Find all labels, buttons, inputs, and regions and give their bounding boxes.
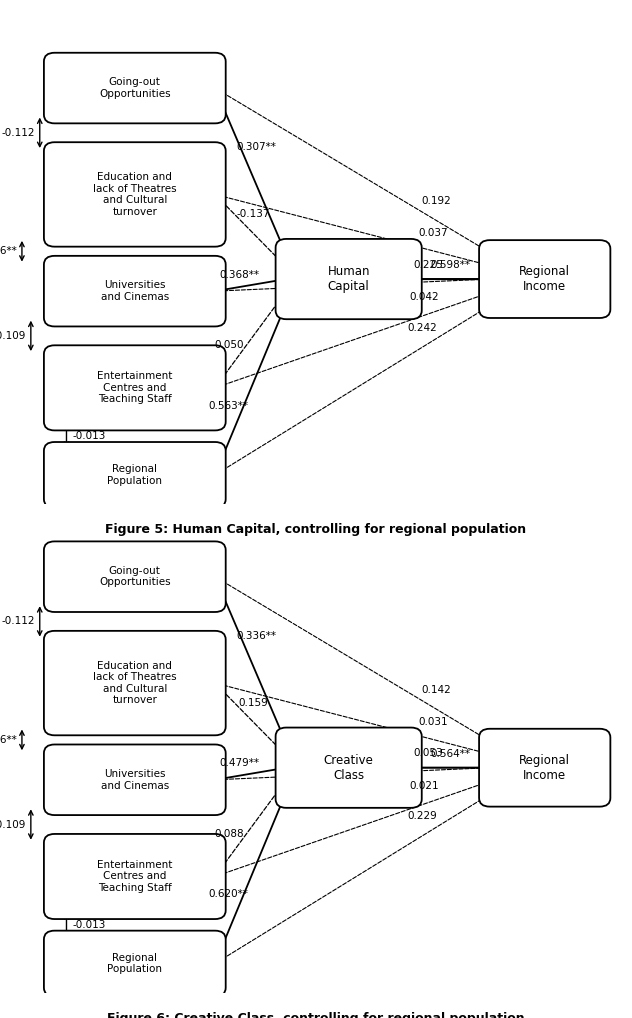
Text: Regional
Income: Regional Income bbox=[520, 265, 570, 293]
Text: Universities
and Cinemas: Universities and Cinemas bbox=[100, 280, 169, 302]
FancyBboxPatch shape bbox=[44, 930, 226, 997]
Text: -0.109: -0.109 bbox=[0, 331, 26, 341]
Text: 0.037: 0.037 bbox=[418, 228, 447, 238]
FancyBboxPatch shape bbox=[276, 728, 422, 808]
Text: Education and
lack of Theatres
and Cultural
turnover: Education and lack of Theatres and Cultu… bbox=[93, 661, 176, 705]
Text: 0.050: 0.050 bbox=[215, 340, 244, 350]
Text: 0.142: 0.142 bbox=[422, 685, 451, 694]
Text: 0.563**: 0.563** bbox=[208, 401, 248, 411]
Text: 0.053: 0.053 bbox=[414, 748, 444, 758]
Text: Figure 6: Creative Class, controlling for regional population: Figure 6: Creative Class, controlling fo… bbox=[107, 1012, 525, 1018]
FancyBboxPatch shape bbox=[44, 631, 226, 735]
Text: 0.031: 0.031 bbox=[418, 717, 447, 727]
Text: 0.192: 0.192 bbox=[422, 196, 451, 206]
Text: 0.336**: 0.336** bbox=[236, 631, 276, 641]
Text: 0.307**: 0.307** bbox=[236, 143, 276, 153]
Text: 0.368**: 0.368** bbox=[219, 270, 259, 280]
Text: Going-out
Opportunities: Going-out Opportunities bbox=[99, 77, 171, 99]
Text: Entertainment
Centres and
Teaching Staff: Entertainment Centres and Teaching Staff bbox=[97, 860, 173, 893]
Text: Regional
Population: Regional Population bbox=[107, 464, 162, 486]
Text: 0.564**: 0.564** bbox=[430, 749, 470, 759]
Text: Creative
Class: Creative Class bbox=[324, 753, 374, 782]
FancyBboxPatch shape bbox=[479, 240, 611, 318]
Text: Regional
Population: Regional Population bbox=[107, 953, 162, 974]
Text: -0.013: -0.013 bbox=[73, 432, 106, 441]
FancyBboxPatch shape bbox=[44, 744, 226, 815]
Text: -0.013: -0.013 bbox=[73, 920, 106, 929]
Text: -0.112: -0.112 bbox=[1, 128, 35, 137]
Text: 0.620**: 0.620** bbox=[208, 890, 248, 900]
Text: 0.088: 0.088 bbox=[214, 829, 244, 839]
FancyBboxPatch shape bbox=[479, 729, 611, 806]
Text: 0.021: 0.021 bbox=[410, 781, 439, 791]
FancyBboxPatch shape bbox=[44, 53, 226, 123]
Text: 0.242: 0.242 bbox=[407, 323, 437, 333]
FancyBboxPatch shape bbox=[44, 442, 226, 508]
Text: Human
Capital: Human Capital bbox=[327, 265, 370, 293]
FancyBboxPatch shape bbox=[44, 256, 226, 327]
Text: -0.886**: -0.886** bbox=[0, 246, 17, 257]
FancyBboxPatch shape bbox=[44, 345, 226, 431]
Text: -0.886**: -0.886** bbox=[0, 735, 17, 745]
Text: Regional
Income: Regional Income bbox=[520, 753, 570, 782]
Text: 0.042: 0.042 bbox=[410, 292, 439, 302]
Text: -0.137: -0.137 bbox=[237, 210, 270, 220]
Text: 0.479**: 0.479** bbox=[219, 758, 259, 769]
Text: Universities
and Cinemas: Universities and Cinemas bbox=[100, 769, 169, 791]
Text: 0.159: 0.159 bbox=[239, 698, 269, 709]
Text: -0.109: -0.109 bbox=[0, 819, 26, 830]
FancyBboxPatch shape bbox=[44, 542, 226, 612]
Text: 0.229: 0.229 bbox=[407, 811, 437, 822]
Text: Education and
lack of Theatres
and Cultural
turnover: Education and lack of Theatres and Cultu… bbox=[93, 172, 176, 217]
FancyBboxPatch shape bbox=[276, 239, 422, 320]
FancyBboxPatch shape bbox=[44, 143, 226, 246]
Text: Entertainment
Centres and
Teaching Staff: Entertainment Centres and Teaching Staff bbox=[97, 372, 173, 404]
Text: Figure 5: Human Capital, controlling for regional population: Figure 5: Human Capital, controlling for… bbox=[106, 523, 526, 536]
Text: 0.225: 0.225 bbox=[414, 260, 444, 270]
Text: 0.598**: 0.598** bbox=[430, 261, 470, 271]
Text: Going-out
Opportunities: Going-out Opportunities bbox=[99, 566, 171, 587]
FancyBboxPatch shape bbox=[44, 834, 226, 919]
Text: -0.112: -0.112 bbox=[1, 617, 35, 626]
